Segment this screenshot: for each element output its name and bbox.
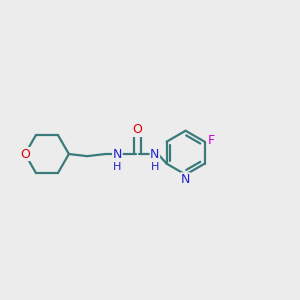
Text: N: N: [150, 148, 160, 160]
Text: N: N: [181, 173, 190, 186]
Text: H: H: [113, 162, 122, 172]
Text: H: H: [151, 162, 159, 172]
Text: O: O: [133, 123, 142, 136]
Text: F: F: [208, 134, 215, 147]
Text: N: N: [113, 148, 122, 160]
Text: O: O: [20, 148, 30, 160]
